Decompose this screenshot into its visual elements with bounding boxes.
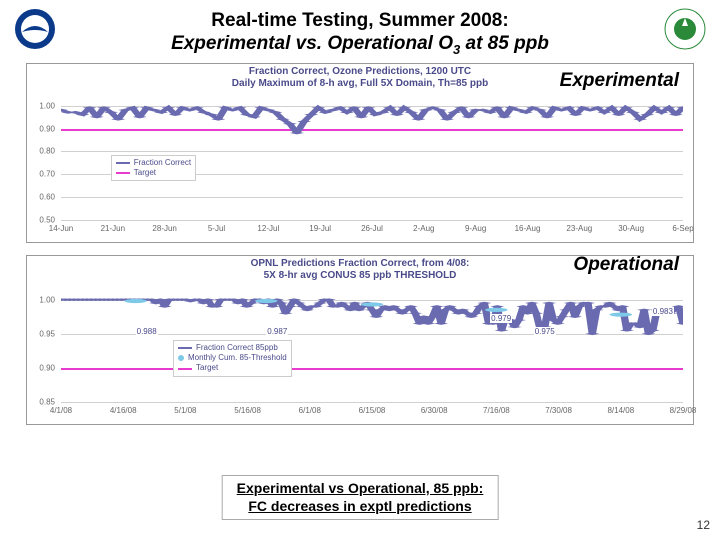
epa-logo xyxy=(664,8,706,50)
chart1-plot: Fraction CorrectTarget xyxy=(61,94,683,220)
title-line1: Real-time Testing, Summer 2008: xyxy=(0,10,720,33)
chart-experimental: Fraction Correct, Ozone Predictions, 120… xyxy=(26,63,694,243)
chart-operational: OPNL Predictions Fraction Correct, from … xyxy=(26,255,694,425)
chart1-yaxis: 0.500.600.700.800.901.00 xyxy=(27,94,57,220)
slide-title: Real-time Testing, Summer 2008: Experime… xyxy=(0,0,720,57)
chart2-yaxis: 0.850.900.951.00 xyxy=(27,286,57,402)
chart1-xaxis: 14-Jun21-Jun28-Jun5-Jul12-Jul19-Jul26-Ju… xyxy=(61,224,683,238)
noaa-logo xyxy=(14,8,56,50)
conclusion-box: Experimental vs Operational, 85 ppb: FC … xyxy=(222,475,499,520)
slide: Real-time Testing, Summer 2008: Experime… xyxy=(0,0,720,540)
chart2-xaxis: 4/1/084/16/085/1/085/16/086/1/086/15/086… xyxy=(61,406,683,420)
title-line2: Experimental vs. Operational O3 at 85 pp… xyxy=(0,33,720,57)
chart2-overlay-label: Operational xyxy=(573,254,679,276)
conclusion-line2: FC decreases in exptl predictions xyxy=(248,498,471,514)
chart2-plot: 0.9880.9870.9790.9750.983Fraction Correc… xyxy=(61,286,683,402)
page-number: 12 xyxy=(697,518,710,532)
chart1-overlay-label: Experimental xyxy=(560,70,679,92)
conclusion-line1: Experimental vs Operational, 85 ppb: xyxy=(237,480,484,496)
